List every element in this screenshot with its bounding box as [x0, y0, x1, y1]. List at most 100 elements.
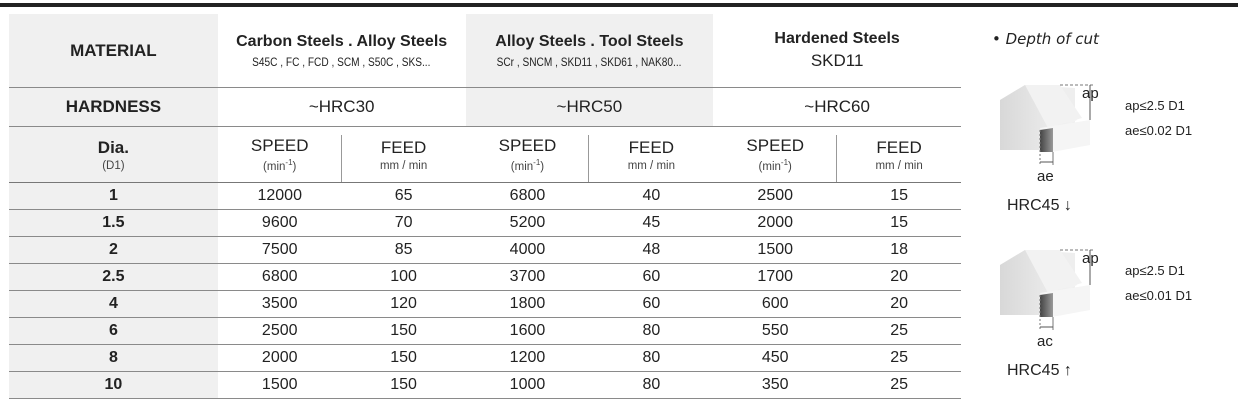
- speed-value: 1200: [509, 349, 546, 366]
- feed-value: 15: [890, 214, 908, 231]
- feed-unit: mm / min: [627, 159, 675, 172]
- group-sub: S45C , FC , FCD , SCM , S50C , SKS...: [252, 56, 431, 69]
- speed-value: 2500: [261, 322, 298, 339]
- feed-value: 45: [642, 214, 661, 231]
- table-row: 1.5 9600 70 5200 45 2000 15: [9, 210, 961, 237]
- speed-value: 550: [761, 322, 789, 339]
- speed-value: 600: [761, 295, 789, 312]
- group-hardened: Hardened Steels SKD11: [713, 14, 961, 87]
- speed-label: SPEED: [746, 136, 805, 156]
- feed-value: 150: [390, 322, 417, 339]
- workpiece-diagram-icon: [1000, 249, 1095, 330]
- table-row: 2.5 6800 100 3700 60 1700 20: [9, 264, 961, 291]
- speed-unit: (min-1): [510, 158, 545, 173]
- table-row: 2 7500 85 4000 48 1500 18: [9, 237, 961, 264]
- dia-title: Dia.: [97, 137, 129, 157]
- feed-header: FEED mm / min: [589, 127, 713, 183]
- group-title: Alloy Steels . Tool Steels: [495, 32, 684, 50]
- depth-of-cut-title: • Depth of cut: [992, 30, 1099, 48]
- dia-value: 1: [9, 183, 218, 209]
- speed-value: 12000: [257, 187, 302, 204]
- feed-value: 15: [890, 187, 908, 204]
- dia-value: 2.5: [9, 264, 218, 290]
- feed-unit: mm / min: [875, 159, 923, 172]
- feed-unit: mm / min: [379, 159, 428, 172]
- dia-value: 8: [9, 345, 218, 371]
- feed-value: 20: [890, 268, 908, 285]
- table-row: 6 2500 150 1600 80 550 25: [9, 318, 961, 345]
- speed-value: 1000: [509, 376, 546, 393]
- table-row: 1 12000 65 6800 40 2500 15: [9, 183, 961, 210]
- speed-value: 1500: [261, 376, 298, 393]
- group-sub: SCr , SNCM , SKD11 , SKD61 , NAK80...: [496, 56, 682, 69]
- speed-value: 7500: [261, 241, 298, 258]
- dia-value: 2: [9, 237, 218, 263]
- speed-value: 450: [761, 349, 789, 366]
- group-title: Hardened Steels: [774, 30, 900, 47]
- speed-value: 1800: [509, 295, 546, 312]
- feed-value: 85: [394, 241, 413, 258]
- material-label-text: MATERIAL: [70, 40, 157, 60]
- group-carbon: Carbon Steels . Alloy Steels S45C , FC , …: [218, 14, 466, 87]
- speed-unit: (min-1): [263, 158, 297, 173]
- dia-sub: (D1): [102, 159, 125, 172]
- material-label: MATERIAL: [9, 14, 218, 87]
- feed-label: FEED: [876, 137, 922, 157]
- feed-value: 25: [890, 349, 908, 366]
- hardness-row: HARDNESS ~HRC30 ~HRC50 ~HRC60: [9, 88, 961, 127]
- ae-rule: ae≤0.01 D1: [1125, 288, 1193, 303]
- hardness-value: ~HRC30: [308, 97, 375, 116]
- feed-value: 80: [642, 376, 661, 393]
- ap-rule: ap≤2.5 D1: [1125, 263, 1185, 278]
- material-row: MATERIAL Carbon Steels . Alloy Steels S45…: [9, 14, 961, 88]
- speed-unit: (min-1): [758, 158, 792, 173]
- speed-value: 6800: [261, 268, 298, 285]
- hrc-label: HRC45 ↑: [1007, 362, 1072, 379]
- feed-value: 25: [890, 322, 908, 339]
- feed-value: 150: [390, 376, 417, 393]
- dia-value: 10: [9, 372, 218, 398]
- speed-value: 350: [761, 376, 789, 393]
- speed-value: 3500: [261, 295, 298, 312]
- dia-header-row: Dia. (D1) SPEED (min-1) FEED mm / min SPEED (m…: [9, 127, 961, 183]
- dia-value: 6: [9, 318, 218, 344]
- depth-of-cut-panel: • Depth of cut ap ae ap≤2.5 D1 ae≤0.02 D…: [990, 0, 1240, 416]
- dia-value: 4: [9, 291, 218, 317]
- top-rule: [0, 3, 1238, 7]
- feed-value: 80: [642, 349, 661, 366]
- speed-value: 5200: [509, 214, 546, 231]
- ae-label: ae: [1037, 168, 1054, 185]
- workpiece-diagram-icon: [1000, 84, 1095, 165]
- dia-value: 1.5: [9, 210, 218, 236]
- speed-label: SPEED: [498, 136, 557, 156]
- ap-label: ap: [1082, 85, 1099, 102]
- group-alloy: Alloy Steels . Tool Steels SCr , SNCM , S…: [465, 14, 714, 87]
- hardness-value: ~HRC50: [465, 88, 714, 126]
- feed-value: 80: [642, 322, 661, 339]
- speed-value: 4000: [509, 241, 546, 258]
- feed-value: 150: [390, 349, 417, 366]
- table-row: 4 3500 120 1800 60 600 20: [9, 291, 961, 318]
- speed-value: 2000: [261, 349, 298, 366]
- cutting-conditions-table: MATERIAL Carbon Steels . Alloy Steels S45…: [9, 14, 961, 399]
- feed-value: 60: [642, 295, 661, 312]
- feed-label: FEED: [380, 137, 427, 157]
- feed-value: 100: [390, 268, 417, 285]
- feed-header: FEED mm / min: [342, 127, 466, 183]
- group-sub: SKD11: [810, 51, 864, 70]
- speed-value: 9600: [261, 214, 298, 231]
- hardness-value: ~HRC60: [804, 97, 870, 116]
- table-row: 10 1500 150 1000 80 350 25: [9, 372, 961, 399]
- hrc-label: HRC45 ↓: [1007, 197, 1072, 214]
- group-title: Carbon Steels . Alloy Steels: [236, 32, 448, 50]
- feed-value: 48: [642, 241, 661, 258]
- speed-value: 1500: [757, 241, 794, 258]
- feed-label: FEED: [628, 137, 675, 157]
- feed-value: 25: [890, 376, 908, 393]
- feed-value: 18: [890, 241, 908, 258]
- hardness-label: HARDNESS: [9, 88, 218, 126]
- speed-value: 2000: [757, 214, 794, 231]
- feed-value: 60: [642, 268, 661, 285]
- feed-header: FEED mm / min: [837, 127, 961, 183]
- feed-value: 70: [394, 214, 413, 231]
